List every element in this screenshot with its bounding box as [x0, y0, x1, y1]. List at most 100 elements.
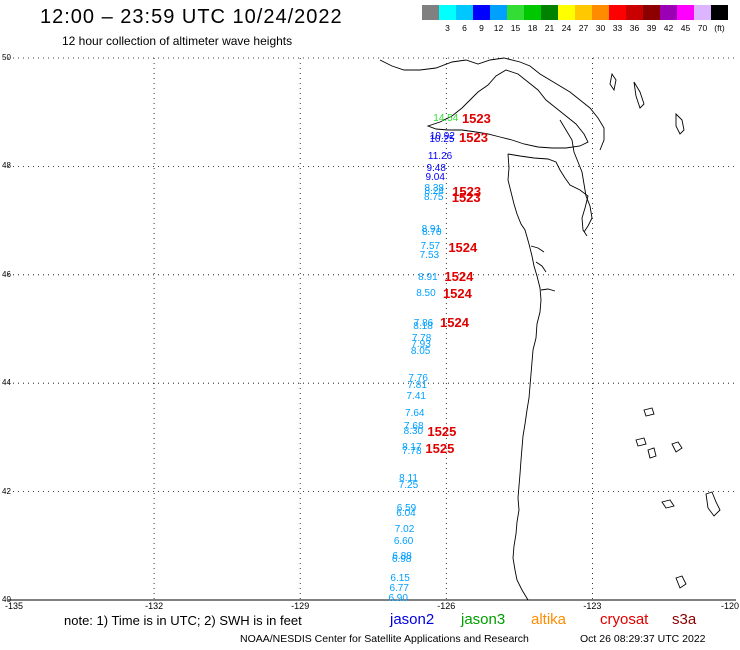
legend-label: 70 — [697, 23, 708, 33]
color-scale-labels: 3 6 9 12 15 18 21 24 27 30 33 36 39 42 45 70 (ft) — [422, 23, 728, 35]
wave-height-value: 8.18 — [413, 321, 433, 333]
legend-label: 15 — [510, 23, 521, 33]
wave-height-value: 7.93 — [411, 338, 431, 350]
legend-label: 12 — [493, 23, 504, 33]
legend-label: 45 — [680, 23, 691, 33]
track-id-label: 1524 — [448, 239, 478, 255]
wave-height-value: 8.11 — [399, 473, 418, 485]
map-subtitle: 12 hour collection of altimeter wave hei… — [62, 34, 293, 48]
wave-height-value: 8.70 — [422, 227, 442, 239]
wave-height-value: 7.78 — [402, 446, 422, 458]
wave-height-value: 8.24 — [424, 185, 444, 197]
legend-swatch-11 — [609, 5, 626, 20]
interior-lake-5 — [635, 437, 647, 447]
lat-label: 42 — [2, 486, 11, 496]
wave-height-value: 6.88 — [392, 551, 412, 563]
track-id-label: 1523 — [452, 184, 482, 200]
interior-lake-4 — [643, 407, 655, 417]
legend-swatch-9 — [575, 5, 592, 20]
wave-height-value: 6.15 — [390, 572, 410, 584]
legend-swatch-14 — [660, 5, 677, 20]
wave-height-value: 6.04 — [396, 507, 416, 519]
wave-height-value: 8.38 — [424, 182, 444, 194]
lat-label: 40 — [2, 595, 11, 604]
interior-lake-3 — [675, 112, 685, 135]
legend-swatch-13 — [643, 5, 660, 20]
lat-lon-grid — [8, 57, 736, 601]
legend-swatch-1 — [439, 5, 456, 20]
legend-label: (ft) — [714, 23, 725, 33]
legend-label: 24 — [561, 23, 572, 33]
track-id-label: 1524 — [444, 268, 474, 284]
wave-height-value: 6.59 — [396, 503, 417, 515]
coastline — [379, 57, 721, 601]
lon-label: -126 — [437, 601, 456, 611]
legend-swatch-4 — [490, 5, 507, 20]
willapa-bay — [535, 261, 547, 273]
legend-label: 36 — [629, 23, 640, 33]
interior-lake-1 — [609, 72, 617, 92]
wave-height-value: 8.17 — [402, 442, 422, 454]
interior-lake-6 — [671, 441, 683, 453]
lat-label: 50 — [2, 53, 11, 62]
legend-label: 9 — [479, 23, 484, 33]
wave-height-value: 7.57 — [420, 241, 441, 253]
wave-height-value: 8.05 — [410, 346, 431, 358]
legend-label: 33 — [612, 23, 623, 33]
interior-lake-8 — [661, 499, 675, 509]
wave-height-value: 7.02 — [394, 523, 415, 535]
lon-label: -120 — [720, 601, 740, 611]
wave-height-value: 7.76 — [408, 372, 428, 384]
track-id-label: 1523 — [461, 111, 491, 127]
wave-height-value: 7.86 — [413, 317, 434, 329]
wave-height-value: 10.92 — [429, 131, 455, 143]
interior-lake-9 — [705, 491, 721, 517]
lon-label: -135 — [4, 601, 24, 611]
legend-swatch-10 — [592, 5, 609, 20]
lon-label: -132 — [145, 601, 164, 611]
legend-label: 18 — [527, 23, 538, 33]
lat-label: 48 — [2, 161, 11, 171]
satellite-altika: altika — [531, 611, 567, 628]
wave-height-value: 6.90 — [388, 593, 408, 605]
legend-swatch-6 — [524, 5, 541, 20]
interior-lake-2 — [633, 81, 645, 109]
legend-swatch-3 — [473, 5, 490, 20]
wave-height-value: 7.53 — [419, 250, 440, 262]
footer-note: note: 1) Time is in UTC; 2) SWH is in fe… — [64, 613, 302, 628]
wave-height-value: 7.41 — [406, 391, 426, 403]
lat-label: 44 — [2, 378, 11, 388]
wave-height-value: 8.91 — [421, 223, 442, 235]
legend-label: 27 — [578, 23, 589, 33]
legend-swatch-17 — [711, 5, 728, 20]
track-id-label: 1523 — [459, 129, 488, 145]
track-id-label: 1524 — [440, 315, 469, 331]
wave-height-value: 8.91 — [418, 271, 438, 283]
wave-height-value: 7.81 — [407, 380, 427, 392]
track-id-label: 1525 — [425, 440, 455, 456]
credit-line: NOAA/NESDIS Center for Satellite Applica… — [240, 633, 529, 645]
legend-label: 39 — [646, 23, 657, 33]
legend-swatch-5 — [507, 5, 524, 20]
wave-height-value: 6.77 — [389, 582, 409, 594]
wave-height-value: 7.78 — [411, 332, 432, 344]
wave-height-value: 7.64 — [405, 407, 425, 419]
wave-height-value: 7.68 — [404, 420, 424, 432]
wave-height-value: 6.98 — [391, 553, 412, 565]
legend-swatch-2 — [456, 5, 473, 20]
legend-label: 3 — [445, 23, 450, 33]
legend-label: 6 — [462, 23, 467, 33]
generated-timestamp: Oct 26 08:29:37 UTC 2022 — [580, 633, 706, 645]
legend-label: 42 — [663, 23, 674, 33]
lat-label: 46 — [2, 269, 11, 279]
wave-height-value: 9.04 — [425, 172, 445, 184]
legend-swatch-12 — [626, 5, 643, 20]
wave-height-value: 11.26 — [427, 151, 453, 163]
satellite-jason3: jason3 — [461, 611, 506, 628]
interior-lake-10 — [675, 575, 687, 589]
wave-height-value: 7.25 — [398, 479, 419, 491]
bc-mainland-coast — [379, 57, 605, 151]
track-id-label: 1525 — [427, 423, 457, 439]
map-title: 12:00 – 23:59 UTC 10/24/2022 — [40, 6, 343, 28]
